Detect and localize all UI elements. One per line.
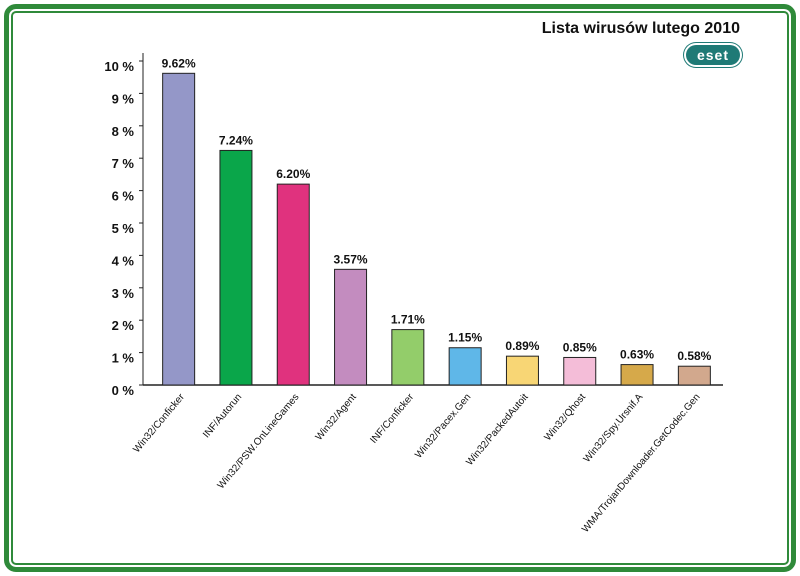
bar-value-label: 3.57% <box>334 252 368 266</box>
bar <box>448 347 482 386</box>
x-category-label: Win32/Qhost <box>542 392 588 444</box>
bar <box>677 365 711 386</box>
bar <box>219 149 253 386</box>
x-category-label: Win32/Conficker <box>131 391 187 455</box>
x-category-label: INF/Conficker <box>368 391 416 445</box>
bar <box>505 355 539 386</box>
bar-value-label: 0.89% <box>505 339 539 353</box>
x-category-label: WMA/TrojanDownloader.GetCodec.Gen <box>580 392 703 535</box>
y-tick-label: 0 % <box>112 383 135 398</box>
x-category-label: Win32/Agent <box>314 392 359 443</box>
y-tick-label: 7 % <box>112 156 135 171</box>
y-tick-label: 1 % <box>112 351 135 366</box>
y-tick-label: 2 % <box>112 318 135 333</box>
bar-value-label: 0.85% <box>563 340 597 354</box>
bar-value-label: 9.62% <box>162 56 196 70</box>
bar <box>162 72 196 386</box>
bar <box>276 183 310 386</box>
y-tick-label: 3 % <box>112 286 135 301</box>
bar-value-label: 0.58% <box>677 349 711 363</box>
chart-frame <box>4 4 796 572</box>
y-tick-label: 9 % <box>112 91 135 106</box>
bar <box>563 356 597 386</box>
bar <box>620 364 654 386</box>
bar-value-label: 1.15% <box>448 331 482 345</box>
x-category-label: Win32/PackedAutoit <box>464 392 530 468</box>
bar <box>391 329 425 386</box>
y-tick-label: 5 % <box>112 221 135 236</box>
bar-value-label: 7.24% <box>219 133 253 147</box>
y-tick-label: 4 % <box>112 253 135 268</box>
eset-logo: eset <box>686 45 740 65</box>
x-category-label: Win32/Spy.Ursnif.A <box>582 392 646 465</box>
chart-title: Lista wirusów lutego 2010 <box>541 20 740 37</box>
bar-value-label: 6.20% <box>276 167 310 181</box>
bar <box>334 268 368 386</box>
x-category-label: Win32/Pacex.Gen <box>413 392 473 461</box>
y-tick-label: 6 % <box>112 189 135 204</box>
y-tick-label: 10 % <box>104 59 134 74</box>
x-category-label: INF/Autorun <box>201 392 244 440</box>
y-tick-label: 8 % <box>112 124 135 139</box>
bar-value-label: 1.71% <box>391 313 425 327</box>
bar-value-label: 0.63% <box>620 348 654 362</box>
